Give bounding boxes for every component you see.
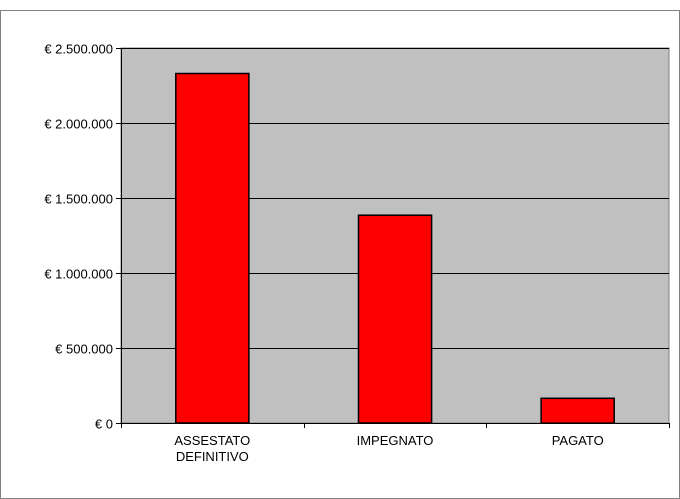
y-tick-label: € 0 <box>95 417 113 432</box>
bar <box>540 397 615 424</box>
x-axis: ASSESTATO DEFINITIVO IMPEGNATO PAGATO <box>121 423 670 464</box>
x-tick-label: IMPEGNATO <box>357 433 434 448</box>
bar <box>357 214 433 424</box>
x-tick-label: PAGATO <box>552 433 604 448</box>
y-tick-label: € 2.000.000 <box>44 117 113 132</box>
y-axis: € 0 € 500.000 € 1.000.000 € 1.500.000 € 2.00… <box>44 42 122 432</box>
x-tick-label: ASSESTATO DEFINITIVO <box>174 433 250 464</box>
y-tick-label: € 1.000.000 <box>44 267 113 282</box>
y-tick-label: € 500.000 <box>55 342 113 357</box>
y-tick-label: € 2.500.000 <box>44 42 113 57</box>
bar <box>175 72 250 424</box>
y-tick-label: € 1.500.000 <box>44 192 113 207</box>
bars <box>175 72 615 424</box>
